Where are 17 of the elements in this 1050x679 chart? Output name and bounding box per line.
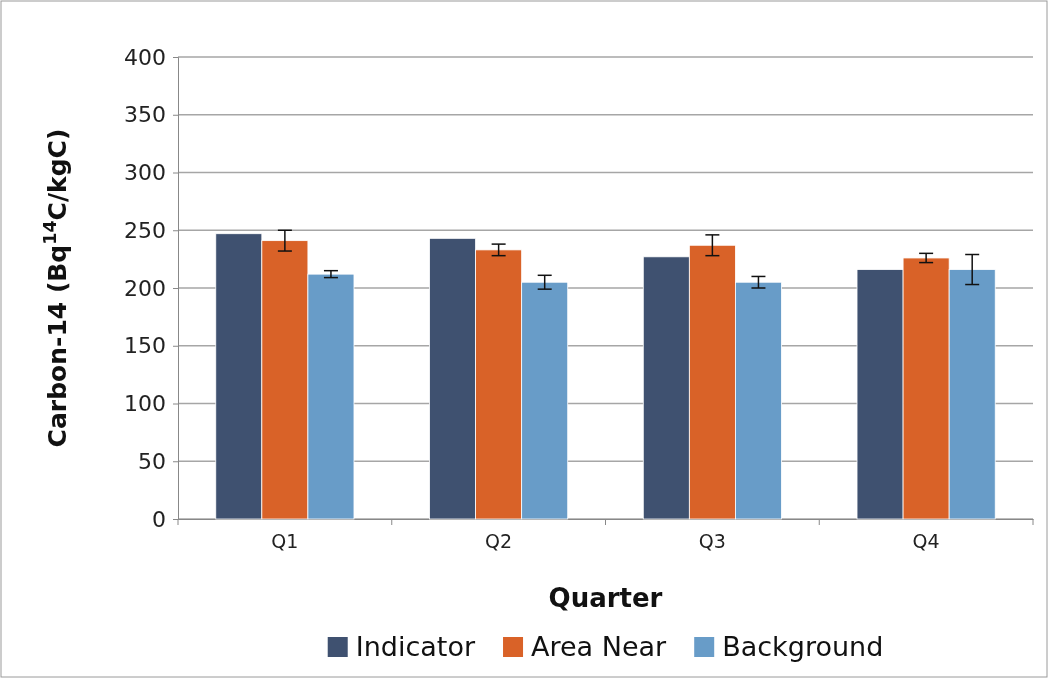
legend-label: Background bbox=[722, 631, 884, 662]
y-tick-label: 100 bbox=[124, 391, 166, 417]
legend-label: Indicator bbox=[355, 631, 476, 662]
x-axis-title: Quarter bbox=[548, 583, 663, 613]
x-tick-label: Q2 bbox=[485, 530, 513, 553]
y-tick-label: 200 bbox=[124, 275, 166, 301]
y-tick-label: 250 bbox=[124, 217, 166, 243]
y-tick-label: 350 bbox=[124, 102, 166, 128]
y-tick-label: 300 bbox=[124, 160, 166, 186]
legend-label: Area Near bbox=[531, 631, 668, 662]
x-tick-label: Q1 bbox=[271, 530, 299, 553]
y-tick-label: 50 bbox=[138, 448, 166, 474]
y-tick-label: 400 bbox=[124, 44, 166, 70]
y-tick-label: 0 bbox=[152, 506, 166, 532]
y-tick-label: 150 bbox=[124, 333, 166, 359]
x-tick-label: Q4 bbox=[912, 530, 940, 553]
x-tick-label: Q3 bbox=[698, 530, 726, 553]
